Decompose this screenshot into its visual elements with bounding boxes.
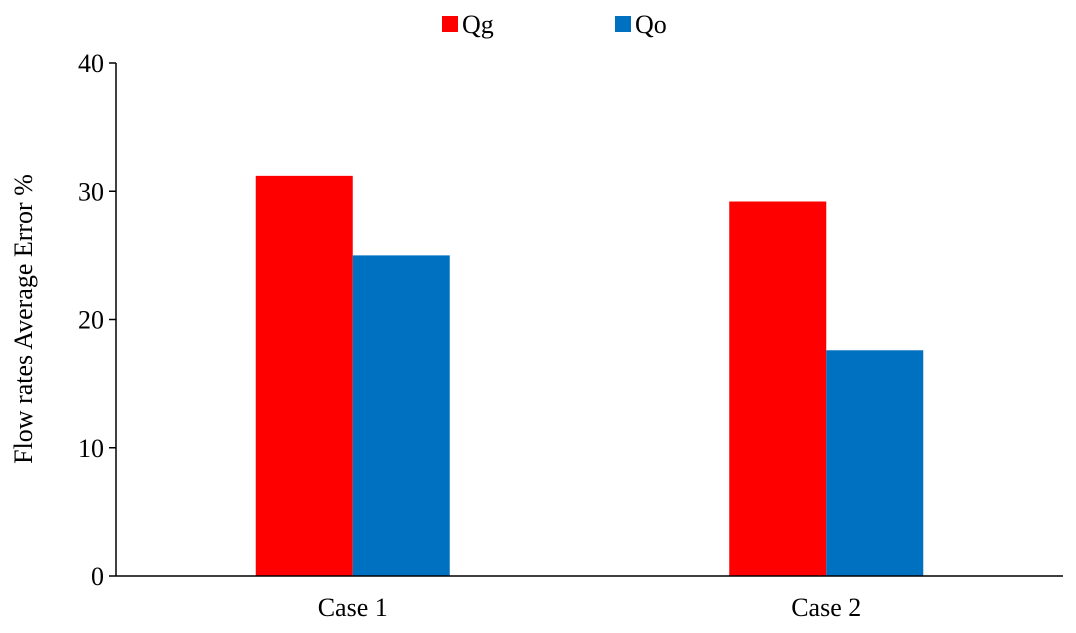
bar-qg-1 [255, 175, 353, 577]
y-axis-ticks: 0 10 20 30 40 [78, 49, 116, 591]
x-category-label: Case 1 [318, 593, 388, 622]
legend: Qg Qo [442, 10, 667, 39]
y-axis-title: Flow rates Average Error % [9, 174, 38, 464]
legend-swatch-qg [442, 16, 458, 32]
legend-swatch-qo [615, 16, 631, 32]
y-tick-label: 20 [78, 306, 104, 335]
bar-qo-1 [352, 255, 450, 576]
bars [255, 175, 924, 577]
y-tick-label: 30 [78, 177, 104, 206]
legend-label-qg: Qg [462, 10, 494, 39]
bar-qg-2 [729, 201, 827, 576]
y-tick-label: 40 [78, 49, 104, 78]
x-category-label: Case 2 [791, 593, 861, 622]
axes [115, 63, 1063, 577]
y-tick-label: 10 [78, 434, 104, 463]
bar-qo-2 [826, 350, 924, 576]
y-tick-label: 0 [91, 562, 104, 591]
x-axis-labels: Case 1 Case 2 [318, 593, 862, 622]
legend-label-qo: Qo [635, 10, 667, 39]
